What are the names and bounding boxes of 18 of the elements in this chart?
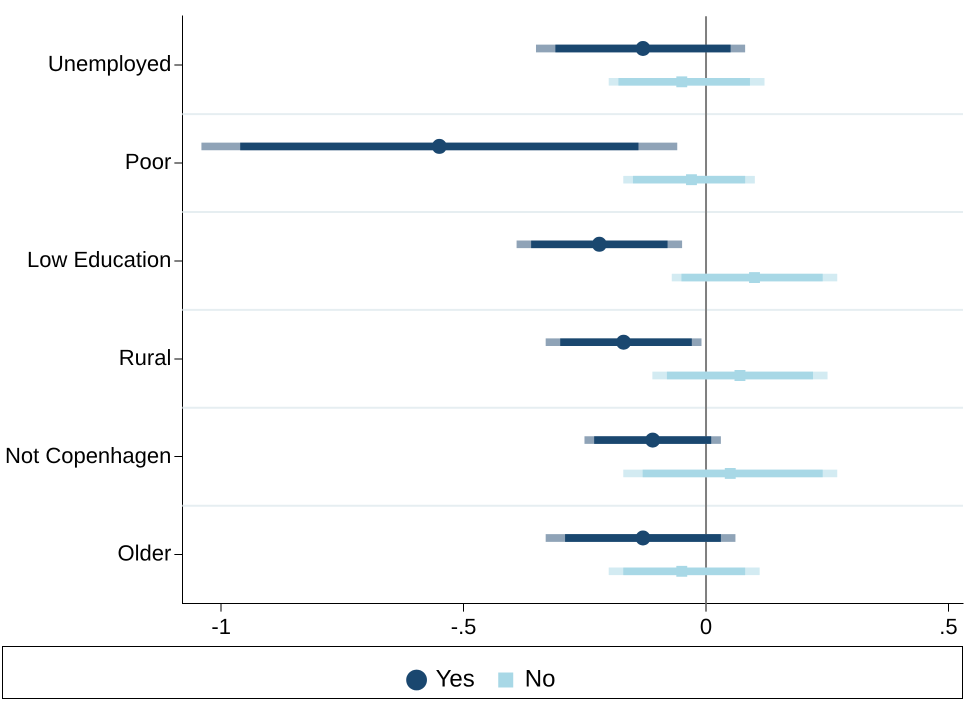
bar <box>642 470 823 478</box>
y-tick-label: Poor <box>124 149 172 174</box>
x-tick-label: -.5 <box>450 614 476 639</box>
y-tick-label: Low Education <box>27 247 172 272</box>
y-tick-label: Older <box>118 540 172 566</box>
y-tick-label: Unemployed <box>48 51 172 76</box>
x-tick-label: 0 <box>700 614 712 639</box>
bar <box>666 372 814 380</box>
legend-label: Yes <box>436 666 475 693</box>
x-tick-label: -1 <box>211 614 231 639</box>
bar <box>555 44 731 52</box>
x-tick-label: .5 <box>939 614 958 639</box>
bar <box>565 534 721 542</box>
legend-label: No <box>524 666 556 693</box>
y-tick-label: Not Copenhagen <box>4 442 172 468</box>
y-tick-label: Rural <box>118 344 172 370</box>
bar <box>240 142 638 150</box>
bar <box>618 78 750 86</box>
